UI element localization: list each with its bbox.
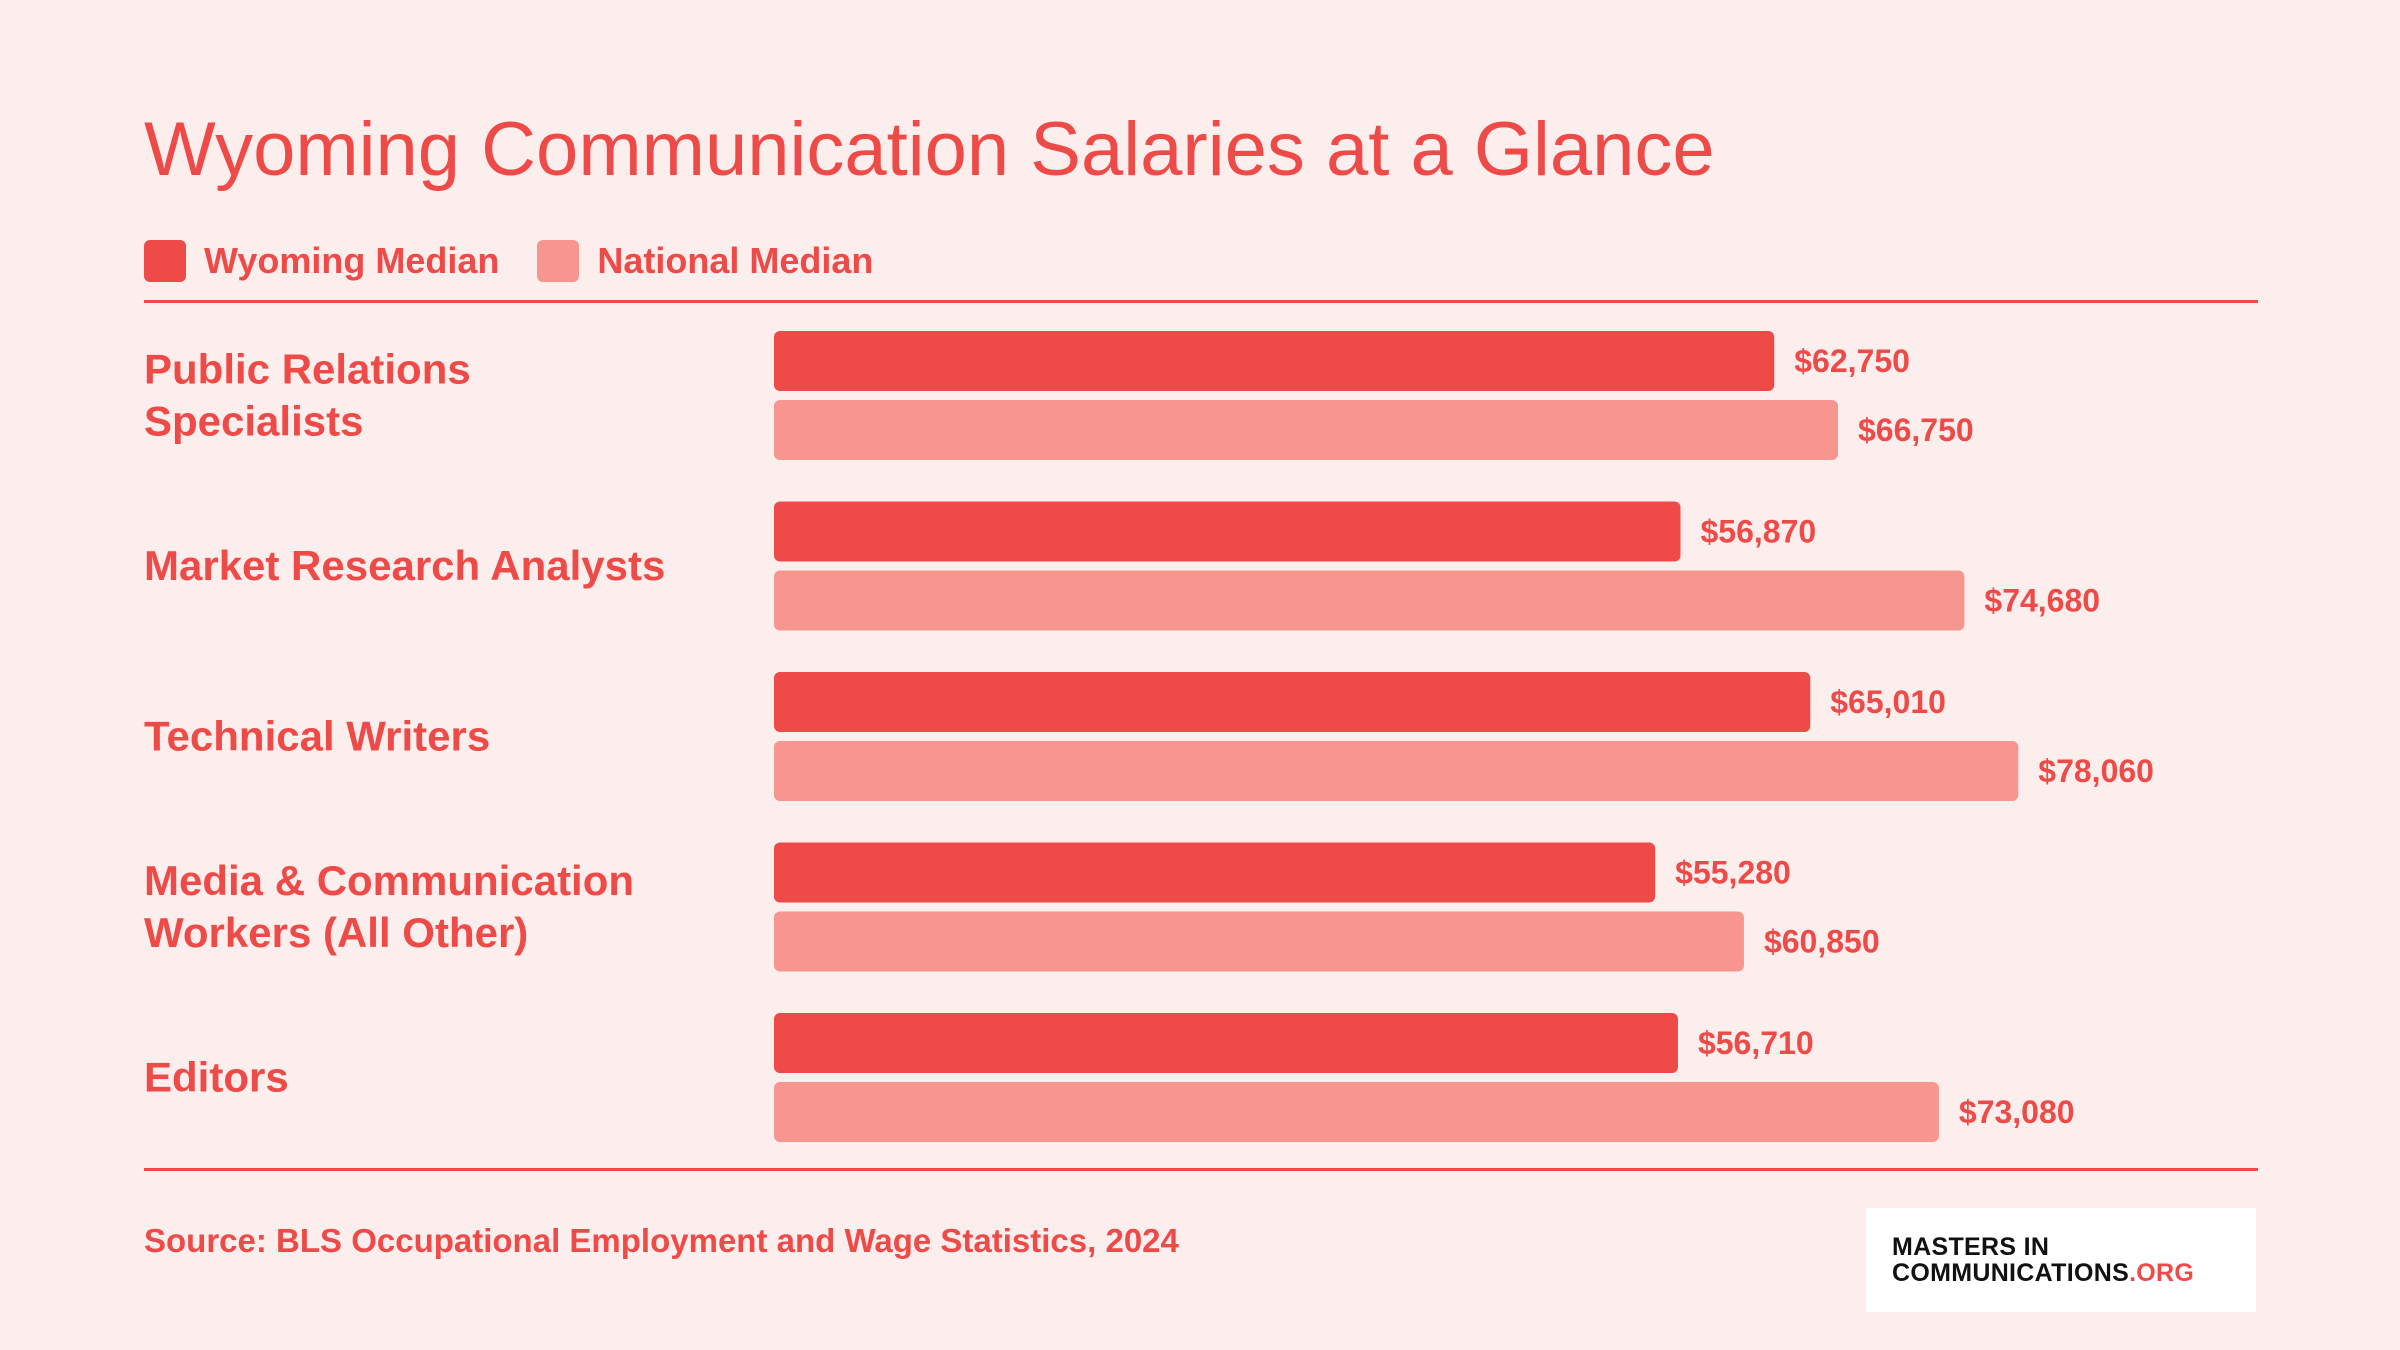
top-divider [144,300,2258,303]
bar-national [774,741,2019,801]
logo-line-2: COMMUNICATIONS.ORG [1892,1260,2256,1286]
bar-wyoming [774,672,1811,732]
category-label-line: Public Relations [144,346,471,393]
category-label-line: Technical Writers [144,713,490,760]
value-label-wyoming: $65,010 [1830,684,1946,720]
bar-national [774,1082,1939,1142]
bar-wyoming [774,501,1681,562]
logo-word: COMMUNICATIONS [1892,1259,2130,1287]
bar-national [774,400,1838,460]
site-logo[interactable]: MASTERS IN COMMUNICATIONS.ORG [1866,1208,2256,1312]
value-label-national: $66,750 [1858,412,1974,448]
bar-wyoming [774,1013,1678,1073]
value-label-wyoming: $56,710 [1698,1025,1814,1061]
value-label-national: $74,680 [1984,583,2100,619]
category-label: Editors [144,1054,289,1101]
legend-item-national: National Median [537,240,873,282]
legend-label-wyoming: Wyoming Median [204,240,500,281]
source-note: Source: BLS Occupational Employment and … [144,1222,1179,1259]
category-label-line: Media & Communication [144,857,634,904]
chart-title: Wyoming Communication Salaries at a Glan… [144,107,1715,192]
legend: Wyoming Median National Median [144,238,911,284]
category-label-line: Market Research Analysts [144,542,665,589]
value-label-national: $73,080 [1959,1094,2075,1130]
category-label-line: Editors [144,1054,289,1101]
bar-national [774,911,1744,972]
value-label-wyoming: $55,280 [1675,855,1791,891]
legend-swatch-wyoming [144,240,186,282]
bottom-divider [144,1168,2258,1171]
value-label-wyoming: $62,750 [1794,343,1910,379]
category-label: Market Research Analysts [144,542,665,589]
category-label-line: Specialists [144,398,363,445]
category-label: Media & Communication Workers (All Other) [144,857,634,956]
logo-line-1: MASTERS IN [1892,1233,2050,1261]
value-label-national: $78,060 [2038,753,2154,789]
category-label-line: Workers (All Other) [144,909,528,956]
legend-label-national: National Median [597,240,874,281]
value-label-wyoming: $56,870 [1701,514,1817,550]
logo-suffix: .ORG [2129,1259,2195,1287]
category-label: Public Relations Specialists [144,346,471,445]
value-label-national: $60,850 [1764,924,1880,960]
legend-swatch-national [537,240,580,282]
bar-wyoming [774,842,1656,903]
legend-item-wyoming: Wyoming Median [144,240,499,282]
bar-wyoming [774,331,1775,391]
category-label: Technical Writers [144,713,490,760]
bar-national [774,570,1965,631]
